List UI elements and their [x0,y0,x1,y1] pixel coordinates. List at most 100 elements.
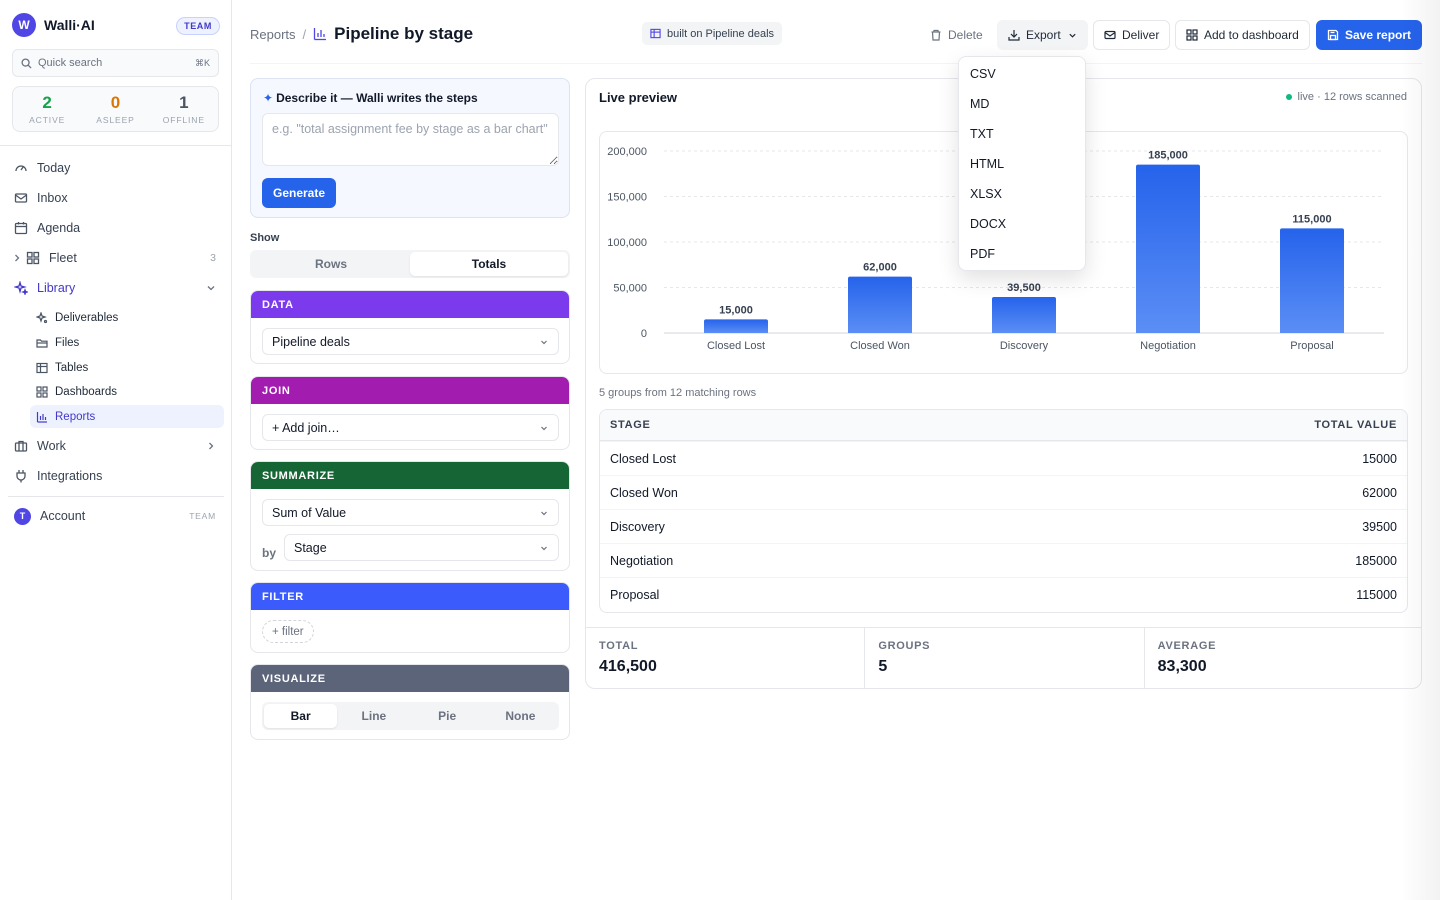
groups-label: GROUPS [878,640,931,652]
save-report-button[interactable]: Save report [1316,20,1423,50]
mail-icon [14,191,28,205]
group-by-select[interactable]: Stage [284,534,559,561]
nav-library[interactable]: Library [8,275,224,301]
join-section-header: JOIN [251,377,569,404]
cell-total-value: 62000 [1362,485,1397,500]
cell-total-value: 185000 [1355,553,1397,568]
summarize-section-header: SUMMARIZE [251,462,569,489]
data-source-value: Pipeline deals [272,334,350,349]
stat-offline[interactable]: 1 OFFLINE [150,87,218,131]
download-icon [1008,29,1020,41]
show-option-totals[interactable]: Totals [410,252,568,276]
breadcrumb-separator: / [302,26,307,42]
delete-button[interactable]: Delete [919,20,994,50]
data-section-header: DATA [251,291,569,318]
group-by-value: Stage [294,540,327,555]
filter-section: FILTER + filter [250,582,570,653]
avatar: T [14,507,31,525]
cell-stage: Negotiation [610,553,674,568]
chevron-right-icon[interactable] [206,441,216,451]
nav-today[interactable]: Today [8,155,224,181]
chevron-down-icon [539,543,549,553]
table-header: STAGE TOTAL VALUE [600,410,1407,441]
save-report-label: Save report [1345,28,1412,42]
nav-tables[interactable]: Tables [30,356,224,379]
export-button[interactable]: Export [997,20,1088,50]
filter-section-header: FILTER [251,583,569,610]
data-source-select[interactable]: Pipeline deals [262,328,559,355]
nav-reports[interactable]: Reports [30,405,224,428]
nav-fleet-label: Fleet [49,251,77,265]
divider [0,145,232,146]
generate-button[interactable]: Generate [262,178,337,208]
export-label: Export [1026,28,1061,42]
table-icon [650,28,661,39]
stat-asleep-value: 0 [110,92,121,112]
metric-select[interactable]: Sum of Value [262,499,559,526]
stat-active[interactable]: 2 ACTIVE [13,87,81,131]
export-md[interactable]: MD [970,97,990,111]
total-label: TOTAL [599,640,639,652]
breadcrumb: Reports / Pipeline by stage [250,24,473,44]
quick-search[interactable]: Quick search ⌘K [12,49,219,77]
column-header-stage[interactable]: STAGE [610,419,651,431]
sparkle-icon: ✦ [263,91,274,105]
describe-input[interactable] [262,113,559,166]
brand-name: Walli·AI [44,17,95,33]
describe-title: ✦ Describe it — Walli writes the steps [263,91,478,105]
nav-inbox[interactable]: Inbox [8,185,224,211]
nav-agenda[interactable]: Agenda [8,215,224,241]
add-filter-button[interactable]: + filter [262,620,314,643]
preview-status-text: live · 12 rows scanned [1297,91,1407,103]
chevron-down-icon[interactable] [206,283,216,293]
preview-status: live · 12 rows scanned [1285,91,1407,103]
table-row: Discovery 39500 [600,509,1407,543]
nav-integrations[interactable]: Integrations [8,463,224,489]
stat-active-label: ACTIVE [29,114,66,125]
grid-icon [26,251,40,265]
export-csv[interactable]: CSV [970,67,996,81]
nav-today-label: Today [37,161,71,175]
plug-icon [14,469,28,483]
nav-work[interactable]: Work [8,433,224,459]
chevron-right-icon[interactable] [12,253,22,263]
visualize-toggle: Bar Line Pie None [262,702,559,730]
nav-dashboards[interactable]: Dashboards [30,380,224,403]
built-on-badge[interactable]: built on Pipeline deals [642,22,783,45]
viz-option-pie[interactable]: Pie [438,709,457,723]
viz-option-none[interactable]: None [505,709,536,723]
export-pdf[interactable]: PDF [970,247,995,261]
stat-active-value: 2 [42,92,52,112]
add-to-dashboard-label: Add to dashboard [1204,28,1299,42]
deliver-label: Deliver [1122,28,1160,42]
nav-files[interactable]: Files [30,331,224,354]
add-to-dashboard-button[interactable]: Add to dashboard [1175,20,1310,50]
nav-account[interactable]: T Account TEAM [8,503,224,529]
viz-option-line[interactable]: Line [361,709,387,723]
live-dot-icon [1285,94,1292,100]
stat-asleep[interactable]: 0 ASLEEP [81,87,149,131]
group-by-label: by [262,546,277,560]
bar-value-label: 62,000 [863,262,897,274]
export-docx[interactable]: DOCX [970,217,1007,231]
nav-deliverables[interactable]: Deliverables [30,306,224,329]
search-icon [21,57,32,69]
cell-stage: Closed Lost [610,451,677,466]
nav-integrations-label: Integrations [37,469,103,483]
trash-icon [930,29,942,41]
export-html[interactable]: HTML [970,157,1005,171]
brand[interactable]: W Walli·AI TEAM [12,13,220,37]
export-txt[interactable]: TXT [970,127,994,141]
deliver-button[interactable]: Deliver [1093,20,1171,50]
bar-chart-icon [313,27,327,41]
chevron-down-icon [539,337,549,347]
show-option-rows[interactable]: Rows [314,257,347,271]
breadcrumb-reports[interactable]: Reports [250,26,296,42]
add-join-select[interactable]: + Add join… [262,414,559,441]
nav-fleet[interactable]: Fleet 3 [8,245,224,271]
bar [848,276,912,333]
export-xlsx[interactable]: XLSX [970,187,1002,201]
column-header-total-value[interactable]: TOTAL VALUE [1314,419,1397,431]
mail-icon [1104,29,1116,41]
viz-option-bar[interactable]: Bar [264,704,338,728]
